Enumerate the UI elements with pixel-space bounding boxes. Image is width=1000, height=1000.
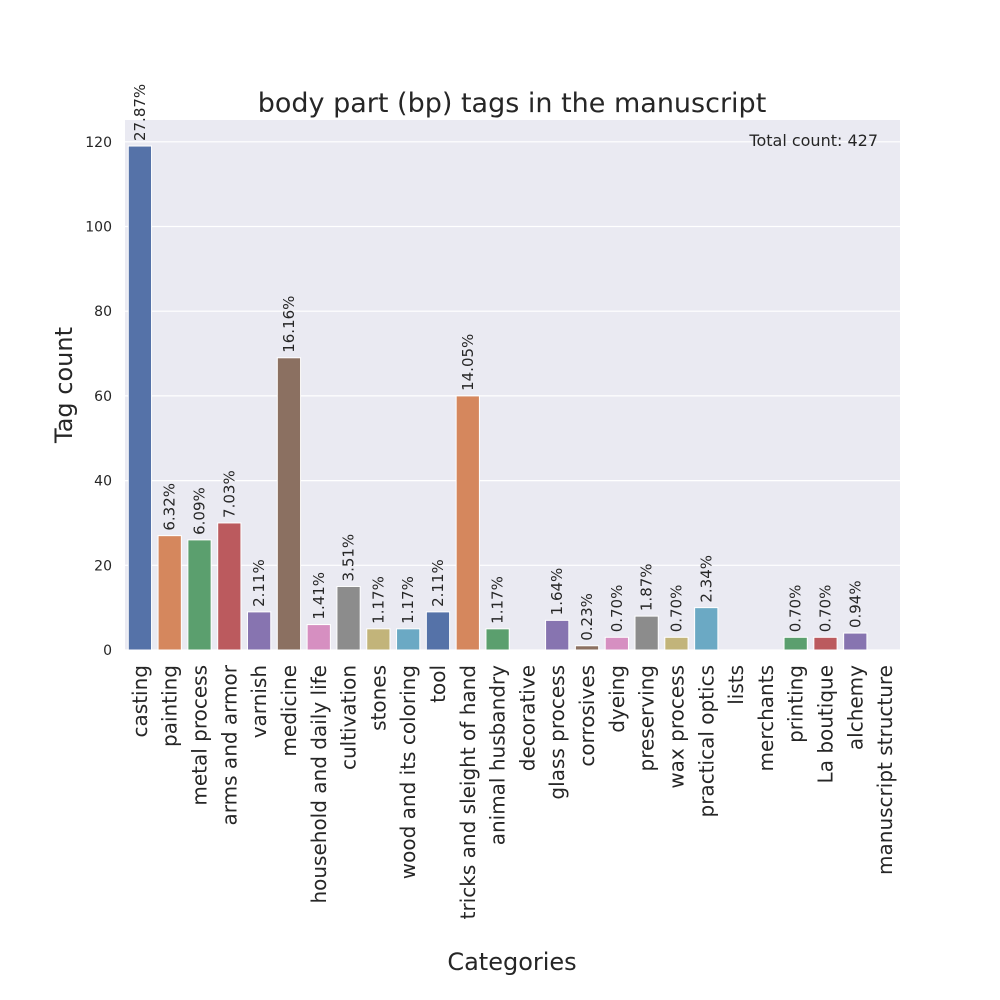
bar	[187, 539, 212, 651]
bar	[485, 628, 510, 651]
bar	[545, 619, 570, 651]
bar	[336, 585, 361, 651]
x-tick-label: stones	[366, 665, 390, 731]
bar-value-label: 2.34%	[697, 555, 715, 603]
x-tick-label: medicine	[277, 665, 301, 757]
y-tick-label: 20	[94, 558, 112, 574]
x-tick-label: wax process	[664, 665, 688, 789]
bar	[157, 535, 182, 651]
x-tick-label: household and daily life	[307, 665, 331, 904]
y-tick-label: 60	[94, 389, 112, 405]
x-tick-label: painting	[158, 665, 182, 747]
x-tick-label: metal process	[188, 665, 212, 806]
x-tick-label: arms and armor	[217, 664, 241, 825]
bar-value-label: 6.09%	[191, 487, 209, 535]
bar-value-label: 1.87%	[638, 563, 656, 611]
bar	[366, 628, 391, 651]
bar-value-label: 6.32%	[161, 483, 179, 531]
chart-title: body part (bp) tags in the manuscript	[258, 88, 767, 119]
bar	[276, 357, 302, 651]
y-tick-label: 40	[94, 474, 112, 490]
bar	[843, 632, 868, 651]
bar-value-label: 1.17%	[369, 576, 387, 624]
bar-value-label: 0.70%	[816, 585, 834, 633]
bar	[396, 628, 421, 651]
x-tick-label: varnish	[247, 665, 271, 738]
bar	[455, 395, 480, 651]
bar	[574, 645, 600, 651]
bar-value-label: 0.70%	[787, 585, 805, 633]
plot-area	[125, 120, 900, 650]
x-tick-label: preserving	[635, 665, 659, 772]
bar	[604, 636, 629, 651]
bar-value-label: 14.05%	[459, 334, 477, 391]
x-tick-label: casting	[128, 665, 152, 737]
bar-value-label: 2.11%	[250, 559, 268, 607]
x-tick-label: tool	[426, 665, 450, 703]
bar-value-label: 27.87%	[131, 84, 149, 141]
bar-value-label: 7.03%	[220, 470, 238, 518]
bar	[217, 522, 242, 651]
x-tick-label: dyeing	[605, 665, 629, 733]
x-tick-label: cultivation	[337, 665, 361, 770]
x-tick-label: corrosives	[575, 665, 599, 767]
x-tick-label: tricks and sleight of hand	[456, 665, 480, 919]
x-tick-label: alchemy	[843, 665, 867, 750]
y-axis-ticks: 0 20 40 60 80 100 120	[85, 135, 112, 659]
x-tick-label: merchants	[754, 665, 778, 771]
bar	[813, 636, 838, 651]
x-tick-label: lists	[724, 665, 748, 705]
x-tick-label: decorative	[515, 665, 539, 771]
y-tick-label: 80	[94, 304, 112, 320]
bar-value-label: 1.64%	[548, 568, 566, 616]
y-tick-label: 0	[103, 643, 112, 659]
x-axis-ticks: casting painting metal process arms and arm…	[128, 664, 897, 919]
bar	[306, 624, 331, 651]
bar-value-label: 0.23%	[578, 593, 596, 641]
bar-value-label: 3.51%	[340, 534, 358, 582]
bar-value-labels: 27.87% 6.32% 6.09% 7.03% 2.11% 16.16% 1.41% 3.5…	[131, 84, 864, 641]
bar-value-label: 0.94%	[846, 580, 864, 628]
x-tick-label: manuscript structure	[873, 665, 897, 875]
x-axis-title: Categories	[447, 948, 576, 976]
bar-value-label: 0.70%	[608, 585, 626, 633]
bar-value-label: 1.41%	[310, 572, 328, 620]
x-tick-label: glass process	[545, 665, 569, 800]
bar	[783, 636, 808, 651]
bar	[247, 611, 272, 651]
bar	[634, 615, 659, 651]
total-count-annotation: Total count: 427	[748, 131, 878, 150]
bar-value-label: 0.70%	[667, 585, 685, 633]
bar	[425, 611, 451, 651]
x-tick-label: La boutique	[813, 665, 837, 783]
x-tick-label: animal husbandry	[486, 665, 510, 845]
bar-value-label: 1.17%	[399, 576, 417, 624]
bar-value-label: 2.11%	[429, 559, 447, 607]
x-tick-label: practical optics	[694, 665, 718, 817]
y-axis-title: Tag count	[50, 327, 78, 444]
y-tick-label: 120	[85, 135, 112, 151]
x-tick-label: wood and its coloring	[396, 665, 420, 879]
bar	[664, 636, 689, 651]
bar	[694, 607, 719, 651]
bar-value-label: 16.16%	[280, 296, 298, 353]
bars	[127, 145, 868, 651]
bar-value-label: 1.17%	[489, 576, 507, 624]
x-tick-label: printing	[784, 665, 808, 743]
y-tick-label: 100	[85, 220, 112, 236]
bar	[127, 145, 153, 651]
